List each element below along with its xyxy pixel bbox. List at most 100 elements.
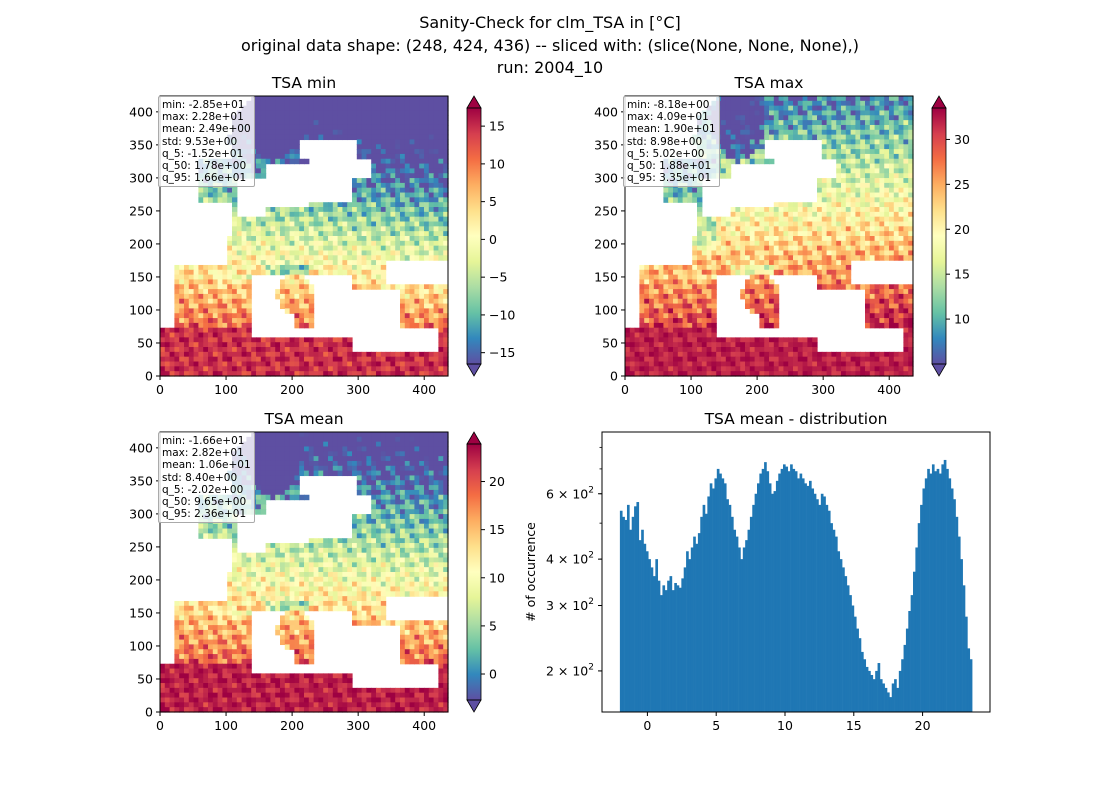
- map-cell: [433, 245, 439, 252]
- map-cell: [826, 351, 832, 358]
- map-cell: [711, 371, 717, 377]
- map-cell: [376, 240, 382, 247]
- map-cell: [817, 260, 823, 266]
- map-cell: [270, 207, 276, 213]
- map-cell: [668, 347, 674, 353]
- map-cell: [371, 441, 377, 448]
- map-cell: [893, 139, 900, 145]
- map-cell: [390, 432, 396, 438]
- map-cell: [908, 342, 914, 348]
- map-cell: [797, 269, 804, 276]
- map-cell: [380, 120, 387, 126]
- map-cell: [241, 293, 247, 300]
- map-cell: [356, 366, 363, 372]
- map-cell: [280, 153, 286, 160]
- map-cell: [692, 342, 698, 348]
- map-cell: [352, 260, 358, 266]
- map-cell: [673, 308, 679, 314]
- map-cell: [299, 342, 305, 348]
- map-cell: [275, 446, 281, 452]
- map-cell: [745, 221, 751, 227]
- map-cell: [232, 371, 238, 377]
- map-cell: [174, 351, 180, 358]
- map-cell: [227, 269, 233, 276]
- map-cell: [241, 318, 247, 324]
- map-cell: [649, 313, 655, 319]
- map-cell: [256, 129, 262, 136]
- map-cell: [371, 192, 377, 198]
- map-cell: [284, 441, 291, 448]
- map-cell: [294, 279, 300, 285]
- map-cell: [438, 173, 444, 179]
- map-cell: [884, 158, 890, 165]
- map-cell: [409, 303, 415, 310]
- map-cell: [260, 337, 267, 343]
- map-cell: [869, 313, 876, 319]
- map-cell: [251, 255, 257, 261]
- map-cell: [706, 293, 712, 300]
- map-cell: [841, 105, 847, 112]
- map-cell: [356, 255, 363, 261]
- map-cell: [658, 322, 664, 329]
- map-cell: [443, 153, 449, 160]
- map-cell: [745, 158, 751, 165]
- map-cell: [328, 347, 334, 353]
- map-cell: [807, 115, 813, 121]
- map-cell: [749, 371, 756, 377]
- map-cell: [865, 124, 871, 131]
- map-cell: [294, 236, 300, 242]
- map-cell: [893, 153, 900, 160]
- map-cell: [836, 144, 842, 150]
- map-cell: [203, 366, 209, 372]
- map-cell: [821, 351, 828, 358]
- map-cell: [903, 356, 909, 363]
- map-cell: [294, 139, 300, 145]
- map-cell: [706, 255, 712, 261]
- map-cell: [721, 153, 727, 160]
- map-cell: [677, 269, 684, 276]
- map-cell: [797, 110, 804, 116]
- map-cell: [673, 279, 679, 285]
- map-cell: [740, 245, 746, 252]
- map-cell: [817, 216, 823, 223]
- map-cell: [400, 158, 406, 165]
- map-cell: [855, 197, 861, 203]
- map-cell: [289, 144, 295, 150]
- map-cell: [193, 356, 199, 363]
- map-cell: [203, 313, 209, 319]
- map-cell: [817, 279, 823, 285]
- map-cell: [625, 356, 631, 363]
- map-cell: [409, 313, 415, 319]
- map-cell: [802, 211, 808, 218]
- map-cell: [845, 120, 852, 126]
- map-cell: [764, 337, 770, 343]
- map-cell: [716, 221, 722, 227]
- map-cell: [769, 337, 775, 343]
- map-cell: [400, 322, 406, 329]
- map-cell: [797, 105, 804, 112]
- map-cell: [754, 158, 760, 165]
- map-cell: [644, 361, 650, 367]
- map-cell: [797, 211, 804, 218]
- map-cell: [697, 207, 703, 213]
- map-cell: [304, 284, 310, 290]
- map-cell: [749, 124, 756, 131]
- map-cell: [865, 303, 871, 310]
- map-cell: [797, 260, 804, 266]
- map-cell: [893, 240, 900, 247]
- map-cell: [898, 361, 904, 367]
- map-cell: [270, 441, 276, 448]
- map-cell: [740, 149, 746, 155]
- map-cell: [160, 361, 166, 367]
- map-cell: [241, 347, 247, 353]
- map-cell: [841, 264, 847, 271]
- map-cell: [812, 236, 818, 242]
- map-cell: [697, 211, 703, 218]
- map-cell: [395, 361, 401, 367]
- map-cell: [236, 308, 243, 314]
- map-cell: [337, 351, 343, 358]
- map-cell: [793, 245, 799, 252]
- map-cell: [668, 356, 674, 363]
- map-cell: [361, 96, 367, 102]
- map-cell: [773, 293, 780, 300]
